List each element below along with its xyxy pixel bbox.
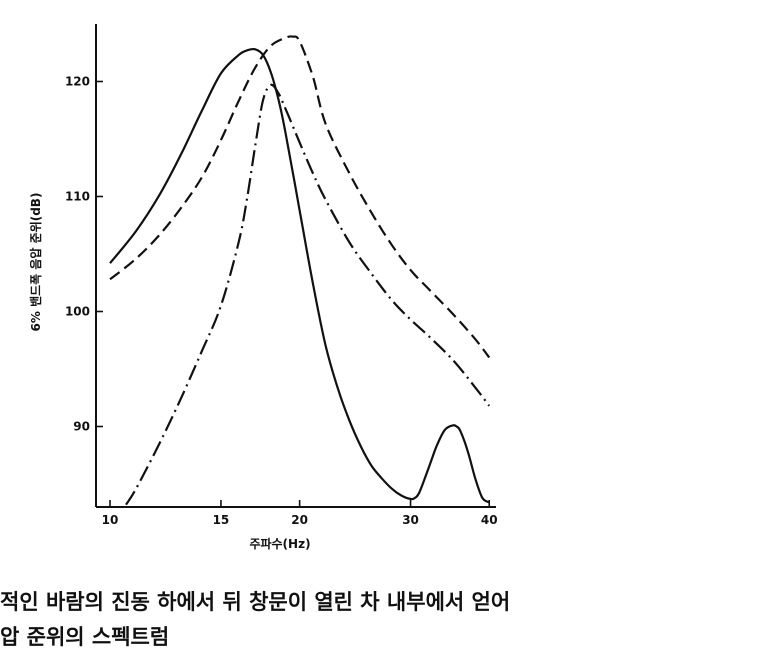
- y-tick-label: 120: [65, 75, 90, 89]
- x-tick-label: 10: [102, 513, 119, 527]
- series-line-dash-dot: [125, 83, 491, 506]
- figure-caption-line-1: 적인 바람의 진동 하에서 뒤 창문이 열린 차 내부에서 얻어: [0, 590, 511, 614]
- x-tick-label: 40: [481, 513, 498, 527]
- y-tick-label: 100: [65, 305, 90, 319]
- y-axis-title: 6% 밴드폭 음압 준위(dB): [28, 193, 43, 332]
- series-line-dashed: [109, 35, 491, 359]
- x-axis-title: 주파수(Hz): [249, 536, 310, 551]
- chart: 90 100 110 120 10 15 20 30 40 주파수(Hz) 6% 밴드폭 음압 …: [28, 24, 498, 551]
- figure-caption-line-2: 압 준위의 스펙트럼: [0, 625, 170, 649]
- ticks-layer: 90 100 110 120 10 15 20 30 40: [65, 75, 498, 528]
- x-tick-label: 20: [291, 513, 308, 527]
- series-layer: [109, 35, 491, 506]
- axes: [95, 24, 496, 508]
- y-tick-label: 90: [73, 420, 90, 434]
- series-line-solid: [109, 47, 490, 504]
- x-tick-label: 30: [402, 513, 419, 527]
- y-tick-label: 110: [65, 190, 90, 204]
- x-tick-label: 15: [213, 513, 230, 527]
